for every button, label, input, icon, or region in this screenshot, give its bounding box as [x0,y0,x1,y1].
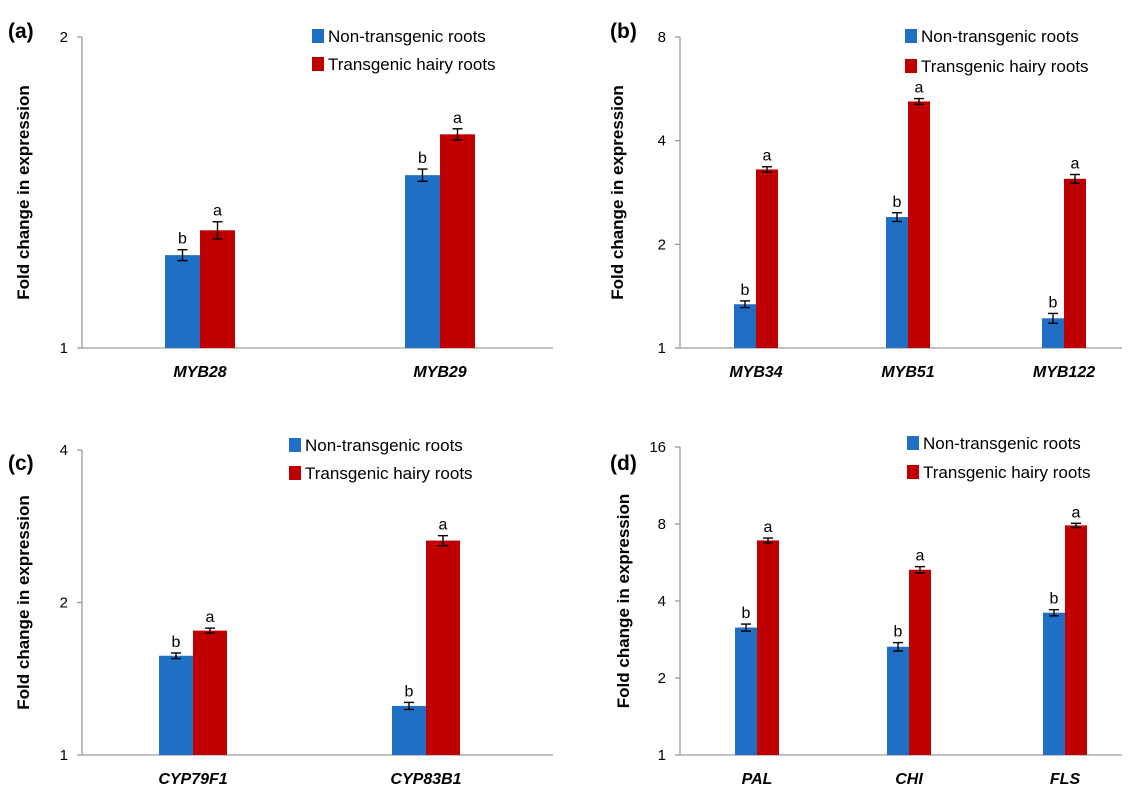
y-axis-label: Fold change in expression [614,494,633,708]
y-tick-label: 8 [658,29,666,46]
category-label: CYP83B1 [390,771,461,786]
chart-panel-2: (b) Fold change in expression 1 2 4 8 b a MYB34 b… [608,20,1122,381]
bar-CHI-non-transgenic [887,646,909,755]
category-label: MYB28 [173,364,226,381]
significance-label: a [915,80,924,97]
bar-CYP79F1-non-transgenic [159,655,193,755]
y-tick-label: 2 [60,29,68,46]
legend-label: Transgenic hairy roots [305,464,473,483]
legend-swatch [905,59,917,73]
y-tick-label: 1 [658,340,666,357]
panel-label: (a) [8,20,34,43]
category-label: CHI [895,771,923,786]
category-label: FLS [1050,771,1081,786]
y-tick-label: 1 [60,747,68,764]
significance-label: b [1049,294,1058,311]
category-label: MYB29 [413,364,466,381]
y-tick-label: 16 [649,439,666,456]
significance-label: b [893,194,902,211]
bar-MYB29-non-transgenic [405,175,440,348]
legend-swatch [905,29,917,43]
significance-label: a [439,517,448,534]
legend-swatch [312,57,324,71]
bar-MYB28-non-transgenic [165,255,200,348]
y-tick-label: 4 [60,442,68,459]
legend-swatch [907,436,919,450]
chart-panel-1: (a) Fold change in expression 1 2 b a MYB28 b a M… [8,20,553,381]
y-axis-label: Fold change in expression [14,85,33,299]
panel-label: (d) [610,452,637,475]
significance-label: b [894,624,903,641]
significance-label: a [206,609,215,626]
significance-label: a [916,548,925,565]
significance-label: b [172,634,181,651]
y-axis-label: Fold change in expression [608,85,627,299]
significance-label: a [1071,156,1080,173]
significance-label: a [453,110,462,127]
y-tick-label: 2 [658,236,666,253]
category-label: CYP79F1 [158,771,227,786]
category-label: PAL [742,771,773,786]
legend-swatch [289,438,301,452]
legend-swatch [907,465,919,479]
bar-MYB34-non-transgenic [734,304,756,348]
bar-CHI-transgenic [909,569,931,755]
bar-PAL-non-transgenic [735,627,757,755]
y-tick-label: 4 [658,593,666,610]
bar-FLS-non-transgenic [1043,612,1065,755]
y-tick-label: 1 [658,747,666,764]
bar-FLS-transgenic [1065,525,1087,755]
panel-label: (b) [610,20,637,43]
significance-label: a [1072,504,1081,521]
chart-panel-3: (c) Fold change in expression 1 2 4 b a CYP79F1… [8,436,553,786]
bar-MYB51-non-transgenic [886,217,908,348]
bar-MYB28-transgenic [200,230,235,348]
significance-label: a [764,519,773,536]
bar-CYP79F1-transgenic [193,630,227,755]
category-label: MYB34 [729,364,782,381]
chart-panel-4: (d) Fold change in expression 1 2 4 8 16 b a PAL b… [610,434,1122,786]
significance-label: b [418,150,427,167]
significance-label: b [1050,591,1059,608]
significance-label: b [405,683,414,700]
legend-label: Non-transgenic roots [923,434,1081,453]
panel-label: (c) [8,452,34,475]
bar-CYP83B1-transgenic [426,540,460,755]
legend-label: Transgenic hairy roots [923,463,1091,482]
category-label: MYB51 [881,364,934,381]
bar-MYB29-transgenic [440,134,475,348]
legend-swatch [312,29,324,43]
category-label: MYB122 [1033,364,1095,381]
significance-label: b [742,605,751,622]
y-axis-label: Fold change in expression [14,495,33,709]
bar-MYB34-transgenic [756,169,778,348]
bar-PAL-transgenic [757,540,779,755]
y-tick-label: 8 [658,516,666,533]
legend-label: Non-transgenic roots [305,436,463,455]
legend-label: Transgenic hairy roots [921,57,1089,76]
legend-label: Non-transgenic roots [328,27,486,46]
legend-label: Transgenic hairy roots [328,55,496,74]
bar-MYB122-transgenic [1064,178,1086,348]
y-tick-label: 2 [658,670,666,687]
significance-label: b [178,231,187,248]
y-tick-label: 4 [658,133,666,150]
significance-label: a [763,148,772,165]
bar-MYB51-transgenic [908,101,930,348]
significance-label: b [741,282,750,299]
significance-label: a [213,203,222,220]
legend-swatch [289,466,301,480]
y-tick-label: 2 [60,595,68,612]
bar-MYB122-non-transgenic [1042,318,1064,348]
y-tick-label: 1 [60,340,68,357]
bar-CYP83B1-non-transgenic [392,705,426,755]
legend-label: Non-transgenic roots [921,27,1079,46]
